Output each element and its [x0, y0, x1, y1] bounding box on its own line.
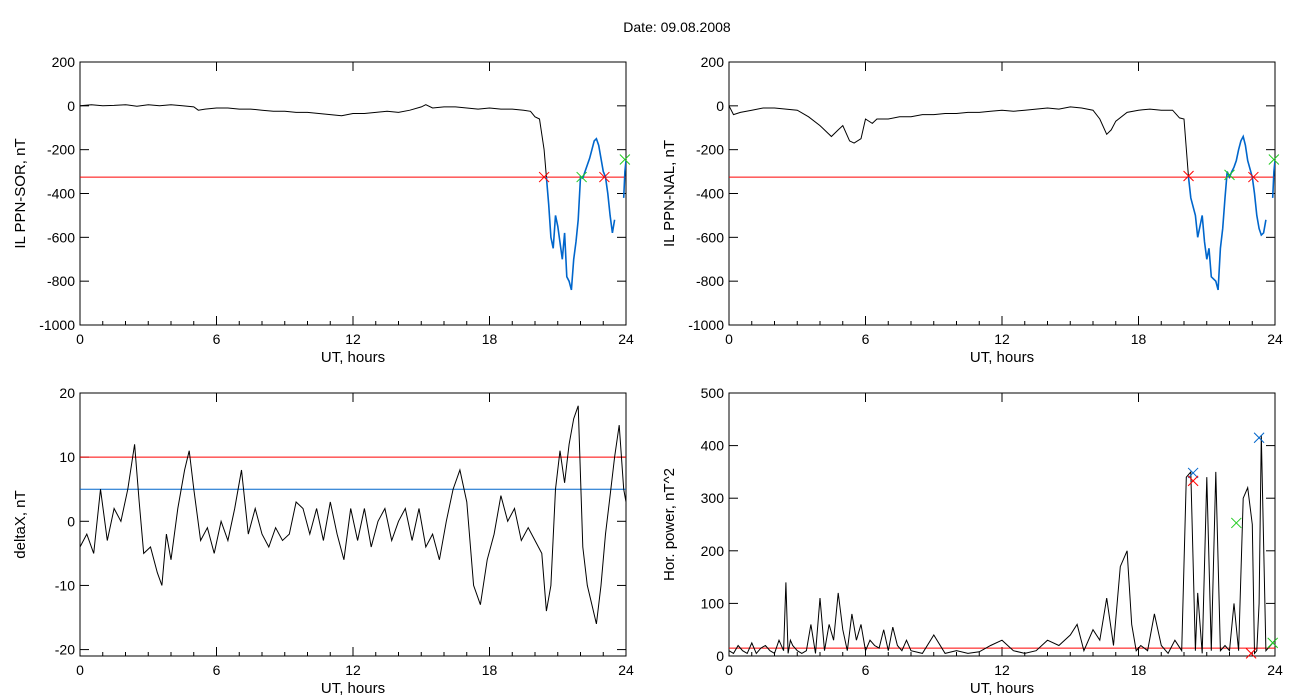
y-tick-label: 0: [67, 98, 75, 114]
y-tick-label: 0: [67, 513, 75, 529]
y-axis-label: deltaX, nT: [12, 490, 29, 558]
y-tick-label: -1000: [688, 317, 724, 333]
series-line-blue: [545, 137, 616, 291]
y-tick-label: 500: [701, 385, 725, 401]
x-axis-label: UT, hours: [321, 349, 385, 366]
y-tick-label: 10: [59, 449, 75, 465]
plot-frame: [79, 61, 627, 326]
y-tick-label: -200: [47, 142, 75, 158]
marker-x-red: [1183, 170, 1194, 182]
page-title: Date: 09.08.2008: [623, 19, 731, 35]
x-axis-label: UT, hours: [970, 349, 1034, 366]
y-tick-label: -800: [696, 273, 724, 289]
series-line-blue: [1187, 134, 1267, 291]
y-tick-label: 200: [52, 54, 76, 70]
x-axis-label: UT, hours: [321, 680, 385, 697]
x-tick-label: 6: [213, 331, 221, 347]
series-line-black: [729, 105, 1189, 178]
y-axis-label: Hor. power, nT^2: [661, 468, 678, 581]
x-tick-label: 18: [1131, 331, 1147, 347]
y-tick-label: 0: [716, 648, 724, 664]
x-tick-label: 24: [618, 662, 634, 678]
marker-x-red: [1187, 475, 1199, 487]
chart-panel-sor: 0 6 12 18 24 200 0 -200 -400 -600 -800 -1000 UT, hou…: [12, 54, 634, 366]
y-axis-label: IL PPN-NAL, nT: [661, 140, 678, 247]
x-tick-label: 12: [994, 331, 1010, 347]
marker-x-green: [576, 171, 587, 183]
y-tick-label: -200: [696, 142, 724, 158]
y-tick-label: -600: [47, 229, 75, 245]
y-tick-label: -800: [47, 273, 75, 289]
marker-x-green: [1230, 517, 1242, 529]
x-tick-label: 6: [213, 662, 221, 678]
y-tick-label: -10: [55, 577, 75, 593]
x-tick-label: 0: [725, 662, 733, 678]
x-tick-label: 18: [1131, 662, 1147, 678]
x-tick-label: 18: [482, 331, 498, 347]
y-tick-label: 200: [701, 543, 725, 559]
x-tick-label: 0: [76, 331, 84, 347]
y-tick-label: 400: [701, 438, 725, 454]
series-line-blue: [1271, 160, 1275, 198]
x-tick-label: 12: [994, 662, 1010, 678]
marker-x-green: [1224, 169, 1235, 181]
series-line-black: [80, 405, 626, 625]
y-tick-label: -400: [696, 186, 724, 202]
chart-panel-deltax: 0 6 12 18 24 20 10 0 -10 -20 UT, hours deltaX, nT: [12, 385, 634, 697]
marker-x-green: [1267, 637, 1279, 649]
marker-x-red: [1248, 171, 1259, 183]
marker-x-red: [599, 171, 610, 183]
series-line-black: [80, 104, 547, 178]
plot-frame: [728, 392, 1276, 657]
y-tick-label: 20: [59, 385, 75, 401]
marker-x-green: [1268, 154, 1280, 165]
plot-frame: [728, 61, 1276, 326]
x-tick-label: 6: [862, 662, 870, 678]
y-tick-label: 200: [701, 54, 725, 70]
marker-x-blue: [1187, 467, 1199, 479]
plot-frame: [79, 392, 627, 657]
marker-x-green: [619, 154, 631, 165]
x-tick-label: 0: [76, 662, 84, 678]
y-axis-label: IL PPN-SOR, nT: [12, 138, 29, 248]
chart-panel-nal: 0 6 12 18 24 200 0 -200 -400 -600 -800 -1000 UT, hou…: [661, 54, 1283, 366]
series-line-black: [729, 435, 1275, 655]
x-tick-label: 18: [482, 662, 498, 678]
marker-x-red: [538, 171, 550, 183]
y-tick-label: 0: [716, 98, 724, 114]
y-tick-label: 100: [701, 595, 725, 611]
x-tick-label: 24: [1267, 662, 1283, 678]
y-tick-label: -600: [696, 229, 724, 245]
marker-x-blue: [1253, 432, 1265, 444]
x-tick-label: 0: [725, 331, 733, 347]
x-tick-label: 12: [345, 662, 361, 678]
marker-x-red: [1245, 648, 1257, 659]
y-tick-label: -1000: [39, 317, 75, 333]
y-tick-label: -20: [55, 642, 75, 658]
x-tick-label: 12: [345, 331, 361, 347]
x-axis-label: UT, hours: [970, 680, 1034, 697]
x-tick-label: 24: [618, 331, 634, 347]
x-tick-label: 6: [862, 331, 870, 347]
y-tick-label: -400: [47, 186, 75, 202]
y-tick-label: 300: [701, 490, 725, 506]
chart-panel-power: 0 6 12 18 24 0 100 200 300 400 500 UT, hours Hor. po…: [661, 385, 1283, 697]
x-tick-label: 24: [1267, 331, 1283, 347]
series-line-blue: [622, 160, 626, 198]
